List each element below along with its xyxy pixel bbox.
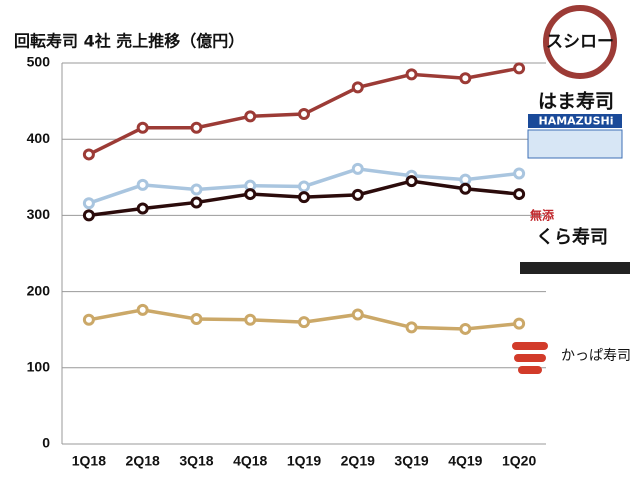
marker: [190, 121, 203, 134]
marker: [405, 68, 418, 81]
y-tick-label: 0: [42, 435, 50, 451]
logo-ring: [543, 5, 617, 79]
marker: [351, 308, 364, 321]
y-tick-label: 200: [27, 282, 51, 298]
marker: [298, 180, 310, 193]
x-tick-label: 2Q19: [341, 453, 375, 469]
marker: [298, 191, 310, 204]
marker: [190, 196, 203, 209]
marker: [513, 167, 526, 180]
legend-label: くら寿司: [536, 226, 608, 248]
x-tick-label: 1Q18: [72, 453, 106, 469]
legend-label: はま寿司: [538, 90, 614, 113]
marker: [82, 197, 95, 210]
marker: [298, 108, 310, 121]
marker: [351, 188, 364, 201]
marker: [298, 316, 310, 329]
marker: [244, 188, 257, 201]
legend-label: スシロー: [546, 32, 614, 52]
y-tick-label: 500: [27, 54, 51, 70]
legend-subtitle: 無添: [530, 208, 555, 223]
logo-band: [528, 114, 622, 128]
logo-bowl: [514, 354, 546, 362]
marker: [136, 178, 149, 191]
x-tick-label: 4Q19: [448, 453, 482, 469]
marker: [136, 303, 149, 316]
chart-title: 回転寿司 4社 売上推移（億円）: [14, 32, 244, 51]
marker: [82, 148, 95, 161]
logo-bowl: [512, 342, 548, 350]
x-tick-label: 1Q19: [287, 453, 321, 469]
marker: [244, 110, 257, 123]
logo-wave: [527, 129, 623, 159]
x-tick-label: 3Q18: [179, 453, 213, 469]
x-tick-label: 1Q20: [502, 453, 536, 469]
x-tick-label: 4Q18: [233, 453, 267, 469]
marker: [513, 317, 526, 330]
marker: [136, 202, 149, 215]
marker: [351, 162, 364, 175]
marker: [459, 182, 472, 195]
marker: [190, 183, 203, 196]
legend-subtitle: HAMAZUSHi: [539, 115, 614, 128]
x-tick-label: 3Q19: [394, 453, 428, 469]
y-tick-label: 400: [27, 130, 51, 146]
marker: [136, 121, 149, 134]
marker: [459, 72, 472, 85]
legend-label: かっぱ寿司: [561, 347, 631, 364]
logo-bowl: [518, 366, 542, 374]
y-tick-label: 100: [27, 359, 51, 375]
x-tick-label: 2Q18: [126, 453, 160, 469]
logo-pattern: [520, 262, 630, 274]
marker: [459, 322, 472, 335]
marker: [244, 313, 257, 326]
y-tick-label: 300: [27, 206, 51, 222]
marker: [405, 175, 418, 188]
marker: [513, 62, 526, 75]
marker: [190, 313, 203, 326]
marker: [351, 81, 364, 94]
marker: [82, 313, 95, 326]
marker: [82, 209, 95, 222]
marker: [405, 321, 418, 334]
marker: [513, 188, 526, 201]
